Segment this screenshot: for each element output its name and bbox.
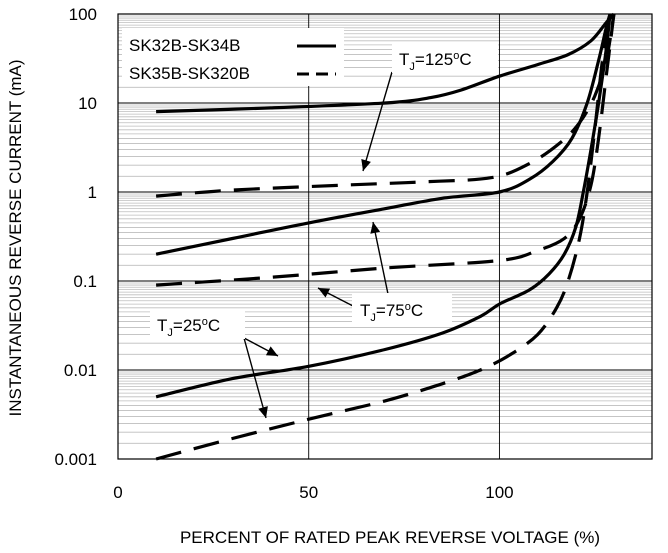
ann-75-rest: =75 <box>376 301 405 320</box>
annotation-tj-125: TJ=125oC <box>392 43 498 73</box>
ann-25-main: T <box>157 316 167 335</box>
ann-25-sub: J <box>167 327 173 339</box>
annotation-tj-75: TJ=75oC <box>352 293 452 324</box>
plot-frame <box>117 13 653 460</box>
annotation-arrows <box>243 71 393 419</box>
y-axis-title: INSTANTANEOUS REVERSE CURRENT (mA) <box>6 59 25 416</box>
arrow-tj25-a-head <box>265 346 278 356</box>
svg-text:TJ=25oC: TJ=25oC <box>157 316 220 339</box>
ann-75-sub: J <box>370 312 376 324</box>
y-tick-label: 0.1 <box>73 272 97 291</box>
series-line-dashed-tj125c <box>155 13 616 198</box>
ann-125-unit: C <box>459 50 471 69</box>
series-line-solid-tj75c <box>155 13 612 256</box>
series-line-solid-tj25c <box>155 13 612 399</box>
ann-75-sup: o <box>405 301 411 313</box>
ann-125-sup: o <box>453 50 459 62</box>
ann-25-sup: o <box>202 316 208 328</box>
legend-label-solid: SK32B-SK34B <box>129 36 241 55</box>
annotation-tj-75-box <box>352 293 452 323</box>
x-tick-label: 50 <box>299 483 318 502</box>
annotation-tj-125-box <box>392 43 498 73</box>
y-tick-label: 0.01 <box>64 361 97 380</box>
y-tick-label: 0.001 <box>54 450 97 469</box>
svg-text:TJ=125oC: TJ=125oC <box>399 50 472 73</box>
ann-125-sub: J <box>409 61 415 73</box>
annotation-tj-25: TJ=25oC <box>150 309 245 339</box>
arrow-tj25-b-head <box>258 406 268 418</box>
ann-75-unit: C <box>411 301 423 320</box>
arrow-tj75-left-head <box>318 288 331 298</box>
series-line-dashed-tj25c <box>155 13 612 461</box>
svg-text:TJ=75oC: TJ=75oC <box>360 301 423 324</box>
arrow-tj75-up-line <box>372 221 389 295</box>
x-tick-label: 100 <box>485 483 513 502</box>
ann-75-main: T <box>360 301 370 320</box>
y-tick-label: 100 <box>69 5 97 24</box>
ann-25-rest: =25 <box>173 316 202 335</box>
arrow-tj125-line <box>362 71 393 172</box>
arrow-tj75-up-head <box>370 222 381 234</box>
legend: SK32B-SK34B SK35B-SK320B <box>122 28 344 86</box>
series-line-dashed-tj75c <box>155 13 616 287</box>
series-line-solid-tj125c <box>156 12 616 114</box>
legend-box <box>122 28 344 86</box>
y-tick-label: 10 <box>78 94 97 113</box>
tick-labels: 0 50 100 0.001 0.01 0.1 1 10 100 <box>54 5 513 502</box>
x-axis-title: PERCENT OF RATED PEAK REVERSE VOLTAGE (%… <box>180 528 600 547</box>
ann-125-main: T <box>399 50 409 69</box>
x-tick-label: 0 <box>113 483 122 502</box>
legend-label-dashed: SK35B-SK320B <box>129 64 250 83</box>
annotation-tj-25-box <box>150 309 245 339</box>
ann-125-rest: =125 <box>415 50 453 69</box>
series-lines <box>155 12 616 461</box>
ann-25-unit: C <box>208 316 220 335</box>
arrow-tj25-b-line <box>243 337 267 419</box>
arrow-tj125-head <box>361 159 371 171</box>
y-tick-label: 1 <box>88 183 97 202</box>
